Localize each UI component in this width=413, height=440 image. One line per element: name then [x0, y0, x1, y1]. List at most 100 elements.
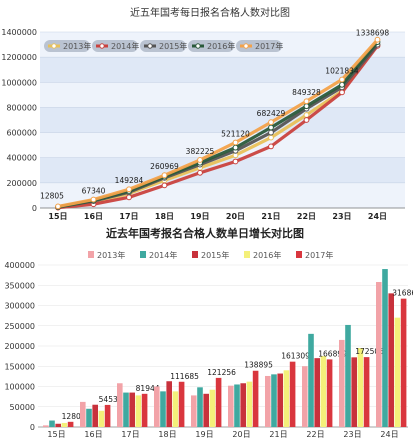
bar-2016年-16日 [98, 410, 105, 427]
bar-2014年-17日 [123, 392, 129, 427]
x-tick-label: 22日 [306, 430, 324, 439]
y-tick-label: 200000 [4, 342, 35, 351]
data-point [268, 134, 274, 141]
x-tick-label: 18日 [158, 430, 176, 439]
bar-2015年-15日 [55, 423, 61, 427]
bar-2015年-21日 [277, 373, 283, 427]
bar-2013年-16日 [80, 401, 86, 427]
y-tick-label: 800000 [6, 103, 37, 112]
x-tick-label: 16日 [84, 430, 102, 439]
bar-2015年-24日 [388, 293, 394, 427]
data-point [303, 117, 310, 123]
y-tick-label: 0 [32, 204, 37, 213]
y-tick-label: 250000 [4, 322, 35, 331]
data-point [197, 169, 203, 176]
data-point [339, 76, 345, 83]
legend-label: 2014年 [111, 41, 139, 51]
bar-2017年-24日 [400, 298, 407, 427]
bar-2013年-23日 [339, 339, 345, 427]
x-tick-label: 18日 [155, 212, 174, 221]
bar-2014年-15日 [49, 420, 55, 427]
data-label: 161309 [281, 352, 310, 361]
data-label: 138895 [244, 361, 273, 370]
legend-label: 2016年 [207, 41, 235, 51]
legend-marker [51, 43, 57, 49]
legend-swatch [296, 251, 302, 258]
y-tick-label: 200000 [6, 179, 37, 188]
data-label: 172505 [355, 347, 384, 356]
data-point [339, 81, 345, 88]
x-tick-label: 23日 [332, 212, 351, 221]
bar-2017年-22日 [326, 359, 333, 427]
data-point [232, 158, 239, 165]
chart1-title: 近五年国考每日报名合格人数对比图 [130, 6, 290, 19]
bar-2016年-21日 [283, 370, 290, 427]
data-point [161, 182, 168, 189]
y-tick-label: 150000 [4, 362, 35, 371]
legend-bg [140, 40, 186, 52]
x-tick-label: 21日 [269, 430, 287, 439]
grid-band [40, 107, 405, 133]
legend-swatch [140, 251, 146, 258]
y-tick-label: 600000 [6, 129, 37, 138]
bar-2017年-23日 [363, 357, 370, 427]
bar-2014年-18日 [160, 391, 166, 427]
data-label: 260969 [150, 162, 179, 171]
bar-2013年-24日 [376, 282, 382, 427]
data-label: 1338698 [356, 29, 390, 38]
x-tick-label: 15日 [47, 430, 65, 439]
bar-2017年-18日 [178, 381, 185, 427]
grid-band [40, 82, 405, 108]
chart2-title: 近去年国考报名合格人数单日增长对比图 [106, 226, 304, 240]
data-point [374, 36, 381, 43]
bar-2016年-17日 [135, 395, 142, 427]
bar-2013年-20日 [228, 385, 234, 427]
y-tick-label: 300000 [4, 302, 35, 311]
bar-2015年-22日 [314, 358, 320, 427]
x-tick-label: 17日 [121, 430, 139, 439]
bar-2016年-19日 [209, 389, 216, 427]
data-label: 81944 [136, 384, 160, 393]
y-tick-label: 1200000 [1, 53, 37, 62]
legend-swatch [88, 251, 94, 258]
data-point [232, 139, 239, 146]
bar-2017年-17日 [141, 393, 148, 427]
legend-label: 2013年 [97, 250, 125, 260]
data-label: 67340 [82, 187, 106, 196]
data-point [126, 194, 132, 201]
x-tick-label: 17日 [119, 212, 138, 221]
data-point [90, 196, 97, 203]
bar-2015年-20日 [240, 383, 246, 427]
bar-chart: 0 50000 100000 150000 200000 250000 300000 3500… [0, 225, 413, 440]
bar-2015年-19日 [203, 393, 209, 427]
x-tick-label: 20日 [226, 212, 245, 221]
bar-2017年-16日 [104, 404, 111, 427]
bar-2015年-18日 [166, 381, 172, 427]
data-label: 316865 [392, 289, 413, 298]
bar-2014年-22日 [308, 333, 314, 427]
bar-2014年-24日 [382, 269, 388, 427]
x-tick-label: 24日 [368, 212, 387, 221]
bar-2016年-18日 [172, 391, 179, 427]
legend-label: 2015年 [201, 250, 229, 260]
x-tick-label: 21日 [261, 212, 280, 221]
series-line-2017年 [57, 38, 379, 208]
legend-bg [188, 40, 234, 52]
legend-label: 2013年 [63, 41, 91, 51]
y-tick-label: 400000 [4, 261, 35, 270]
data-label: 111685 [170, 372, 199, 381]
data-point [268, 143, 274, 150]
legend-label: 2016年 [253, 250, 281, 260]
bar-2015年-17日 [129, 392, 135, 427]
bar-2017年-19日 [215, 377, 222, 427]
data-label: 54535 [99, 395, 123, 404]
data-label: 12805 [40, 191, 64, 200]
legend-bg [236, 40, 282, 52]
bar-2015年-16日 [92, 404, 98, 427]
bar-2013年-21日 [265, 375, 271, 427]
legend-swatch [244, 251, 250, 258]
legend-marker [243, 43, 249, 49]
data-label: 682429 [257, 109, 286, 118]
bar-2015年-23日 [351, 357, 357, 427]
legend-marker [195, 43, 201, 49]
